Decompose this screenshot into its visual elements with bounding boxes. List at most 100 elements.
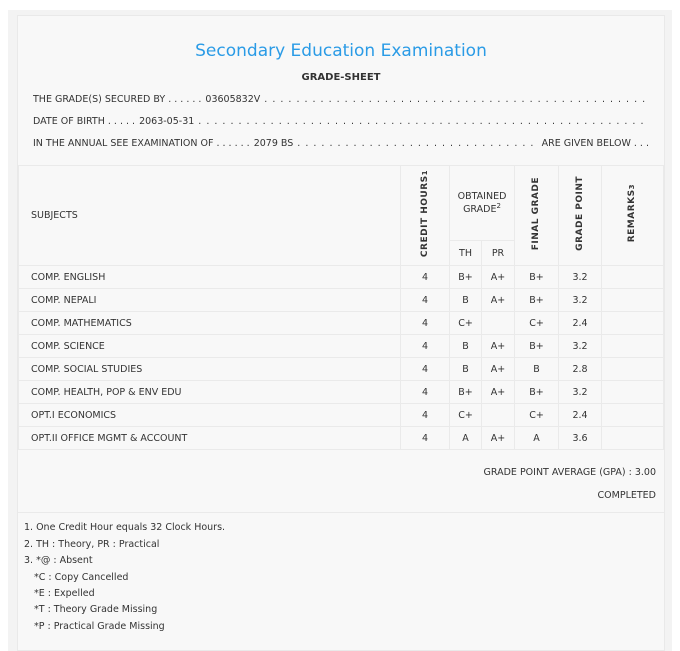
- cell-th: C+: [449, 403, 482, 428]
- cell-subject: COMP. SOCIAL STUDIES: [18, 357, 401, 382]
- footnote: *C : Copy Cancelled: [34, 571, 129, 583]
- cell-final: B+: [514, 265, 560, 290]
- cell-remarks: [601, 334, 665, 359]
- header-final-grade: FINAL GRADE: [514, 164, 560, 267]
- secured-by-line: THE GRADE(S) SECURED BY . . . . . . 03605…: [33, 93, 649, 107]
- cell-final: C+: [514, 311, 560, 336]
- cell-final: A: [514, 426, 560, 451]
- cell-subject: OPT.I ECONOMICS: [18, 403, 401, 428]
- header-pr: PR: [480, 240, 516, 267]
- table-row: COMP. HEALTH, POP & ENV EDU 4 B+ A+ B+ 3.2: [18, 380, 665, 405]
- cell-pr: A+: [480, 426, 516, 451]
- header-subjects: SUBJECTS: [18, 164, 401, 267]
- cell-point: 3.2: [558, 380, 603, 405]
- footnote: 1. One Credit Hour equals 32 Clock Hours…: [24, 522, 226, 534]
- table-row: COMP. SOCIAL STUDIES 4 B A+ B 2.8: [18, 357, 665, 382]
- grade-sheet-heading: GRADE-SHEET: [301, 72, 381, 83]
- cell-credit: 4: [400, 311, 450, 336]
- cell-point: 3.6: [558, 426, 603, 451]
- cell-remarks: [601, 311, 665, 336]
- cell-pr: A+: [480, 265, 516, 290]
- cell-point: 3.2: [558, 288, 603, 313]
- cell-th: A: [449, 426, 482, 451]
- cell-subject: OPT.II OFFICE MGMT & ACCOUNT: [18, 426, 401, 451]
- cell-pr: A+: [480, 380, 516, 405]
- cell-subject: COMP. MATHEMATICS: [18, 311, 401, 336]
- table-row: OPT.II OFFICE MGMT & ACCOUNT 4 A A+ A 3.6: [18, 426, 665, 451]
- divider: [18, 512, 664, 514]
- cell-credit: 4: [400, 357, 450, 382]
- cell-remarks: [601, 288, 665, 313]
- cell-subject: COMP. HEALTH, POP & ENV EDU: [18, 380, 401, 405]
- cell-remarks: [601, 380, 665, 405]
- footnote: 3. *@ : Absent: [24, 555, 93, 567]
- header-obtained-grade: OBTAINED GRADE2: [448, 164, 516, 242]
- footnote: 2. TH : Theory, PR : Practical: [24, 538, 160, 550]
- cell-subject: COMP. ENGLISH: [18, 265, 401, 290]
- dot-leader: . . . . . . . . . . . . . . . . . . . . …: [297, 138, 533, 149]
- header-credit-hours: CREDIT HOURS1: [400, 164, 450, 267]
- cell-pr: A+: [480, 334, 516, 359]
- cell-pr: A+: [480, 288, 516, 313]
- header-grade-point: GRADE POINT: [558, 164, 603, 267]
- cell-point: 2.4: [558, 311, 603, 336]
- page-background: Secondary Education Examination GRADE-SH…: [8, 10, 672, 651]
- symbol-number: 03605832V: [205, 94, 261, 105]
- cell-final: B+: [514, 288, 560, 313]
- table-row: COMP. ENGLISH 4 B+ A+ B+ 3.2: [18, 265, 665, 290]
- cell-th: B: [449, 288, 482, 313]
- grades-table: SUBJECTS CREDIT HOURS1 OBTAINED GRADE2 F…: [18, 164, 665, 451]
- cell-final: B+: [514, 380, 560, 405]
- gpa: GRADE POINT AVERAGE (GPA) : 3.00: [483, 467, 656, 479]
- dob-value: 2063-05-31: [139, 116, 195, 127]
- cell-remarks: [601, 357, 665, 382]
- cell-remarks: [601, 426, 665, 451]
- cell-subject: COMP. SCIENCE: [18, 334, 401, 359]
- cell-th: B+: [449, 265, 482, 290]
- header-remarks: REMARKS3: [601, 164, 665, 267]
- exam-title: Secondary Education Examination: [195, 41, 487, 61]
- table-row: COMP. SCIENCE 4 B A+ B+ 3.2: [18, 334, 665, 359]
- footnote: *E : Expelled: [34, 588, 95, 600]
- cell-pr: [480, 311, 516, 336]
- cell-subject: COMP. NEPALI: [18, 288, 401, 313]
- cell-th: B: [449, 357, 482, 382]
- cell-point: 3.2: [558, 265, 603, 290]
- footnotes: 1. One Credit Hour equals 32 Clock Hours…: [18, 513, 664, 634]
- table-row: COMP. MATHEMATICS 4 C+ C+ 2.4: [18, 311, 665, 336]
- exam-line: IN THE ANNUAL SEE EXAMINATION OF . . . .…: [33, 137, 649, 151]
- dob-line: DATE OF BIRTH . . . . . 2063-05-31. . . .…: [33, 115, 649, 129]
- result-status: COMPLETED: [597, 490, 656, 502]
- cell-point: 3.2: [558, 334, 603, 359]
- cell-th: B: [449, 334, 482, 359]
- footnote: *P : Practical Grade Missing: [34, 620, 165, 632]
- cell-final: B+: [514, 334, 560, 359]
- table-row: COMP. NEPALI 4 B A+ B+ 3.2: [18, 288, 665, 313]
- dot-leader: . . . . . . . . . . . . . . . . . . . . …: [198, 116, 645, 127]
- cell-credit: 4: [400, 380, 450, 405]
- cell-remarks: [601, 403, 665, 428]
- exam-year: 2079 BS: [253, 138, 294, 149]
- grade-sheet: Secondary Education Examination GRADE-SH…: [17, 15, 665, 651]
- cell-th: B+: [449, 380, 482, 405]
- cell-credit: 4: [400, 265, 450, 290]
- cell-remarks: [601, 265, 665, 290]
- cell-final: B: [514, 357, 560, 382]
- header-th: TH: [449, 240, 482, 267]
- cell-credit: 4: [400, 334, 450, 359]
- secured-by-label: THE GRADE(S) SECURED BY . . . . . .: [33, 94, 202, 105]
- dot-leader: . . . . . . . . . . . . . . . . . . . . …: [264, 94, 645, 105]
- cell-point: 2.4: [558, 403, 603, 428]
- cell-credit: 4: [400, 288, 450, 313]
- cell-point: 2.8: [558, 357, 603, 382]
- cell-pr: [480, 403, 516, 428]
- exam-label: IN THE ANNUAL SEE EXAMINATION OF . . . .…: [33, 138, 250, 149]
- cell-pr: A+: [480, 357, 516, 382]
- cell-th: C+: [449, 311, 482, 336]
- cell-final: C+: [514, 403, 560, 428]
- cell-credit: 4: [400, 403, 450, 428]
- table-row: OPT.I ECONOMICS 4 C+ C+ 2.4: [18, 403, 665, 428]
- given-below-label: ARE GIVEN BELOW . . .: [541, 138, 649, 149]
- dob-label: DATE OF BIRTH . . . . .: [33, 116, 136, 127]
- cell-credit: 4: [400, 426, 450, 451]
